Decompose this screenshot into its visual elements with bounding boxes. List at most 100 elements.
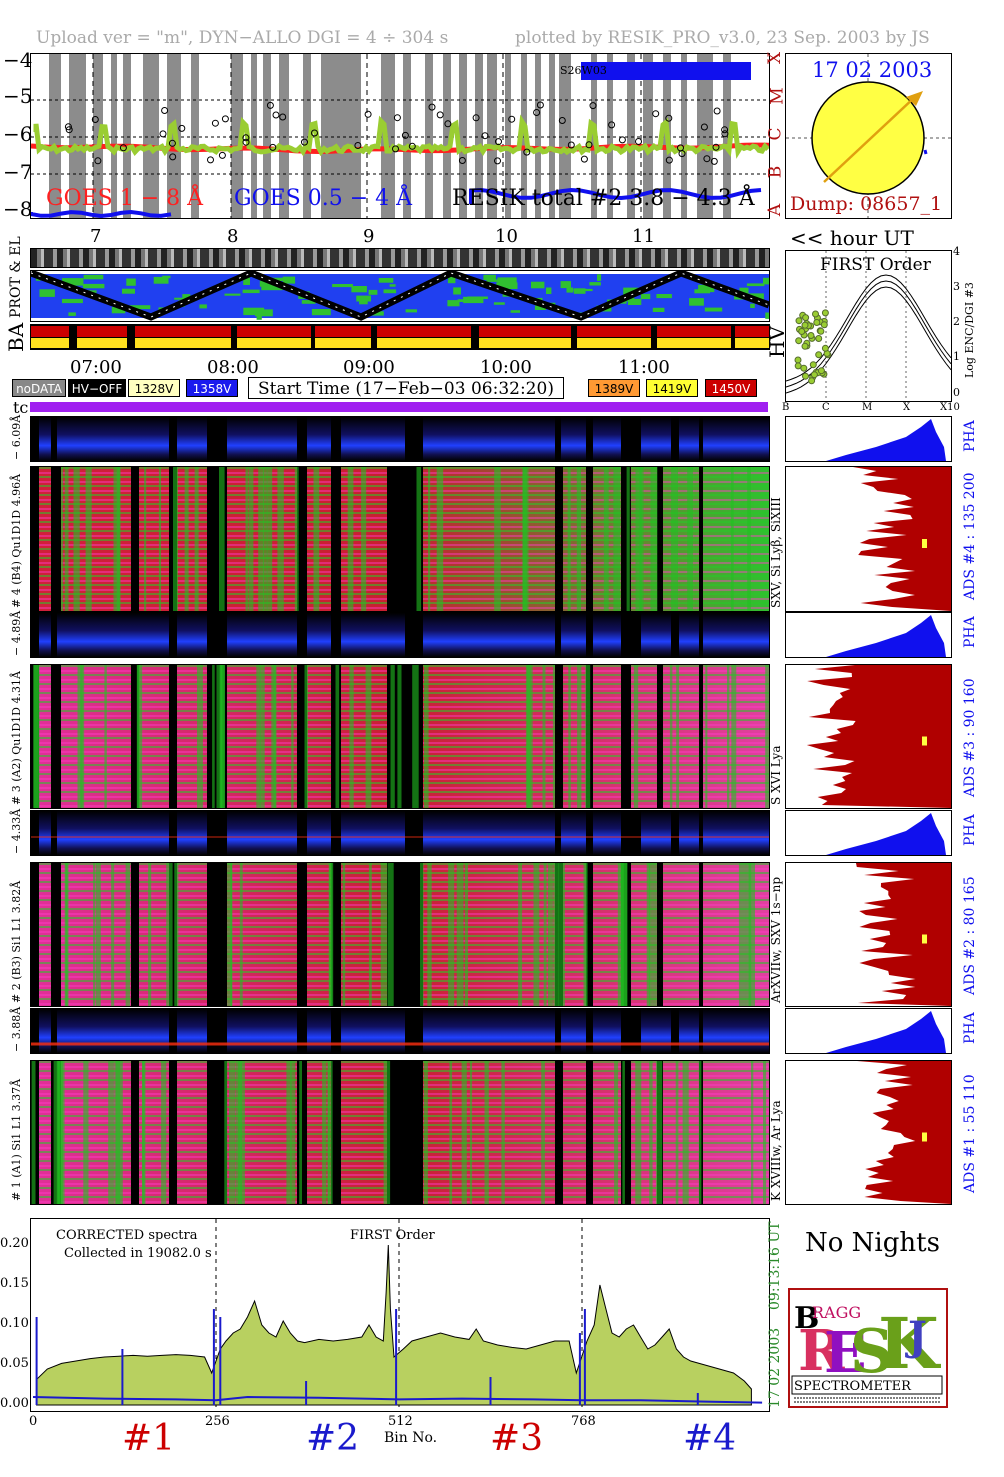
fo-ytick: 3: [953, 280, 960, 293]
ads-histogram: [857, 1061, 951, 1204]
detector-gap: [586, 613, 593, 657]
pha-histogram: [826, 1011, 946, 1053]
spectrum-xtick: 512: [388, 1414, 413, 1429]
detector-green-column: [390, 665, 395, 808]
resik-point: [589, 102, 597, 110]
detector-green-column: [635, 467, 642, 611]
detector-green-column: [335, 665, 340, 808]
ba-segment-yellow: [479, 338, 571, 348]
ba-segment-yellow: [237, 338, 311, 348]
prot-el-patch: [486, 279, 502, 282]
detector-green-column: [383, 1061, 391, 1204]
ads-label: ADS #3 : 90 160: [962, 678, 978, 797]
detector-gap: [297, 1009, 307, 1053]
detector-gap: [621, 665, 631, 808]
detector-gap: [586, 1009, 593, 1053]
detector-green-column: [85, 467, 92, 611]
detector-green-column: [347, 467, 354, 611]
pha-histogram: [826, 419, 946, 461]
detector-gap: [555, 1009, 561, 1053]
fo-ytick: 0: [953, 386, 960, 399]
prot-el-patch: [457, 299, 471, 302]
detector-gap: [405, 811, 423, 855]
resik-point: [401, 131, 409, 139]
detector-spectrogram-svg: [31, 863, 755, 1006]
detector-spectrogram-svg: [31, 1061, 767, 1204]
fo-xtick: C: [822, 402, 830, 413]
ba-label: BA: [4, 322, 28, 352]
detector-gap: [586, 417, 593, 461]
hour-tick: 8: [227, 226, 239, 247]
hour-axis-unit: << hour UT: [790, 226, 914, 250]
resik-point: [665, 156, 673, 164]
detector-green-column: [173, 467, 178, 611]
detector-pha-wavelength: − 6.09Å: [10, 414, 23, 460]
detector-green-column: [577, 665, 582, 808]
fo-point: [810, 371, 818, 379]
legend-1328v: 1328V: [128, 379, 180, 397]
detector-gap: [169, 811, 177, 855]
resik-point: [703, 155, 711, 163]
detector-pha-wavelength: − 4.89Å: [10, 610, 23, 656]
detector-green-column: [548, 863, 553, 1006]
detector-green-column: [751, 1061, 754, 1204]
prot-el-patch: [534, 305, 546, 310]
goes-gray-band: [231, 54, 243, 218]
svg-text:S: S: [850, 1317, 893, 1387]
detector-pha-wavelength: − 4.33Å: [10, 808, 23, 854]
legend-hvoff: HV−OFF: [68, 379, 126, 397]
detector-gap: [331, 467, 341, 611]
detector-green-column: [621, 863, 628, 1006]
resik-point: [428, 103, 436, 111]
ba-segment-red: [77, 326, 127, 337]
detector-gap: [586, 811, 593, 855]
detector-green-column: [533, 863, 540, 1006]
ads-label: ADS #4 : 135 200: [962, 472, 978, 600]
goes-gray-band: [475, 54, 483, 218]
goes-gray-band: [697, 54, 713, 218]
detector-gap: [131, 863, 139, 1006]
pha-label: PHA: [962, 814, 978, 846]
resik-green-curve: [33, 114, 769, 159]
detector-gap: [169, 863, 177, 1006]
detector-gap: [331, 1061, 341, 1204]
detector-gap: [671, 417, 679, 461]
detector-green-column: [65, 863, 69, 1006]
resik-point: [169, 153, 177, 161]
goes-label-blue: GOES 0.5 − 4 Å: [234, 186, 413, 211]
pha-histogram-svg: [826, 1011, 946, 1053]
detector-green-column: [622, 1061, 625, 1204]
ads-histogram: [853, 467, 951, 611]
detector-green-column: [212, 665, 215, 808]
prot-el-patch: [301, 300, 316, 304]
detector-green-column: [522, 467, 527, 611]
goes-gray-band: [549, 54, 555, 218]
detector-green-column: [380, 863, 388, 1006]
detector-green-column: [158, 467, 161, 611]
fo-point: [821, 309, 829, 317]
prot-el-patch: [153, 276, 169, 284]
pha-label: PHA: [962, 420, 978, 452]
prot-el-patch: [453, 287, 461, 295]
prot-el-track: [31, 271, 769, 321]
fo-point: [794, 356, 802, 364]
ads-histogram: [806, 665, 951, 808]
first-order-plot: [785, 251, 952, 401]
spectrum-side-date: 17 02 2003: [767, 1327, 783, 1408]
detector-pha-strip: [30, 612, 770, 658]
detector-green-column: [568, 665, 571, 808]
prot-el-patch: [83, 274, 104, 280]
resik-point: [444, 120, 452, 128]
detector-gap: [621, 417, 641, 461]
detector-gap: [169, 417, 177, 461]
resik-point: [272, 111, 280, 119]
ba-segment-yellow: [77, 338, 127, 348]
detector-green-column: [671, 467, 678, 611]
detector-gap: [586, 467, 593, 611]
svg-text:K: K: [878, 1302, 941, 1385]
ba-segment-red: [31, 326, 69, 337]
detector-gap: [331, 1009, 341, 1053]
resik-point: [652, 110, 660, 118]
goes-gray-band: [403, 54, 411, 218]
detector-gap: [297, 863, 307, 1006]
